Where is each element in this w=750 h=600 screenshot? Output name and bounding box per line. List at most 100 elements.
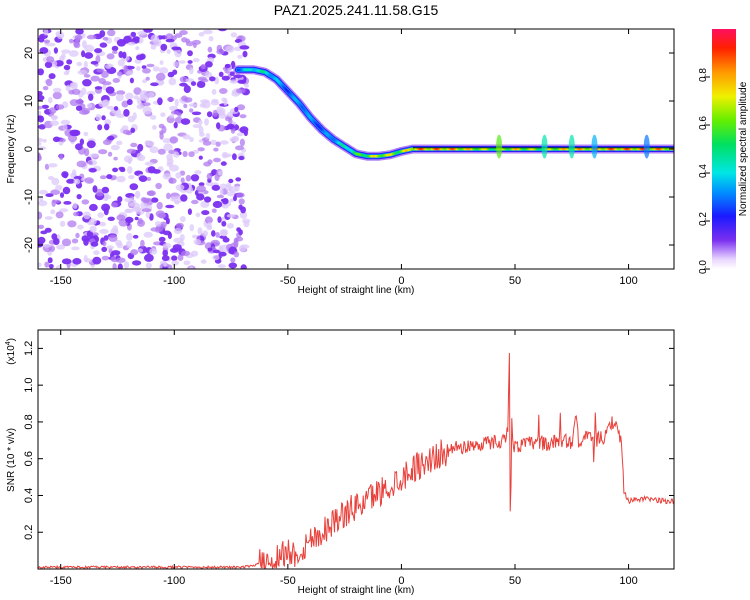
noise-blob [83,61,88,69]
colorbar-tick-label: 0.8 [698,68,709,82]
noise-blob [53,47,59,54]
noise-blob [211,184,221,191]
noise-blob [179,30,188,36]
noise-blob [239,45,250,50]
noise-blob [205,61,213,68]
noise-blob [128,202,136,207]
colorbar-gradient [712,29,736,269]
colorbar-tick-label: 0.0 [698,260,709,274]
noise-blob [116,175,126,183]
noise-blob [236,104,246,111]
noise-blob [66,59,73,65]
noise-blob [63,71,70,76]
noise-blob [55,211,64,219]
noise-blob [83,131,89,137]
noise-blob [185,78,195,83]
x-tick-label: -50 [280,575,296,587]
noise-blob [169,114,175,119]
y-tick-label: -20 [23,237,35,253]
noise-blob [90,60,99,65]
x-tick-label: -100 [163,575,185,587]
noise-blob [116,140,123,146]
noise-blob [233,251,240,258]
spectrogram-y-label: Frequency (Hz) [6,115,17,184]
noise-blob [173,61,180,68]
noise-blob [53,87,62,93]
noise-blob [38,124,46,130]
noise-blob [59,220,66,227]
noise-blob [228,118,233,124]
noise-blob [180,118,191,125]
noise-blob [56,244,66,250]
noise-blob [154,221,162,227]
noise-blob [187,208,192,215]
noise-blob [66,178,75,184]
noise-blob [83,74,91,78]
noise-blob [146,92,155,98]
noise-blob [171,255,178,261]
noise-blob [38,142,42,146]
noise-blob [143,29,153,33]
noise-blob [213,147,219,152]
noise-blob [123,261,130,269]
noise-blob [219,88,228,94]
noise-blob [61,238,72,247]
noise-blob [221,221,227,227]
noise-blob [236,227,242,233]
noise-blob [95,55,101,64]
noise-blob [107,151,113,157]
noise-blob [41,104,49,109]
noise-blob [102,84,107,91]
snr-panel: -150 -100 -50 0 50 100 0.2 0.4 0.6 0.8 1.0 1.2 Heig… [5,329,675,596]
noise-blob [92,256,102,265]
noise-blob [86,90,96,96]
noise-blob [118,51,124,58]
noise-blob [146,63,155,68]
noise-blob [105,86,115,94]
noise-blob [93,250,100,256]
noise-blob [183,85,191,94]
noise-blob [111,250,121,256]
noise-blob [38,91,43,96]
noise-blob [136,97,142,105]
noise-blob [43,29,49,36]
noise-blob [89,153,100,158]
noise-blob [228,262,238,269]
noise-blob [45,193,54,198]
noise-blob [88,168,97,173]
noise-blob [122,129,131,135]
noise-blob [146,190,155,196]
noise-blob [141,208,152,213]
noise-blob [101,81,112,86]
noise-blob [208,36,214,42]
noise-blob [234,106,239,113]
noise-blob [65,84,71,92]
noise-blob [189,136,194,143]
noise-blob [191,199,199,205]
noise-blob [149,146,159,154]
noise-blob [163,261,168,268]
noise-blob [139,90,149,98]
noise-blob [53,237,60,246]
colorbar: 0.0 0.2 0.4 0.6 0.8 Normalized spectral ampl… [698,29,749,274]
noise-blob [200,63,207,70]
noise-blob [106,53,115,60]
noise-blob [238,204,243,210]
noise-blob [218,113,227,119]
noise-blob [157,148,166,155]
noise-blob [45,78,53,87]
noise-blob [162,173,172,180]
noise-blob [101,71,109,78]
noise-blob [175,172,182,179]
noise-blob [141,65,147,69]
noise-blob [217,216,222,224]
noise-blob [181,250,190,256]
noise-blob [81,50,86,58]
noise-blob [38,224,45,229]
noise-blob [101,186,110,194]
snr-multiplier-base: (x10 [6,345,17,365]
noise-blob [218,29,227,32]
svg-text:(x104): (x104) [5,338,17,365]
noise-blob [150,44,157,50]
noise-blob [173,122,178,129]
